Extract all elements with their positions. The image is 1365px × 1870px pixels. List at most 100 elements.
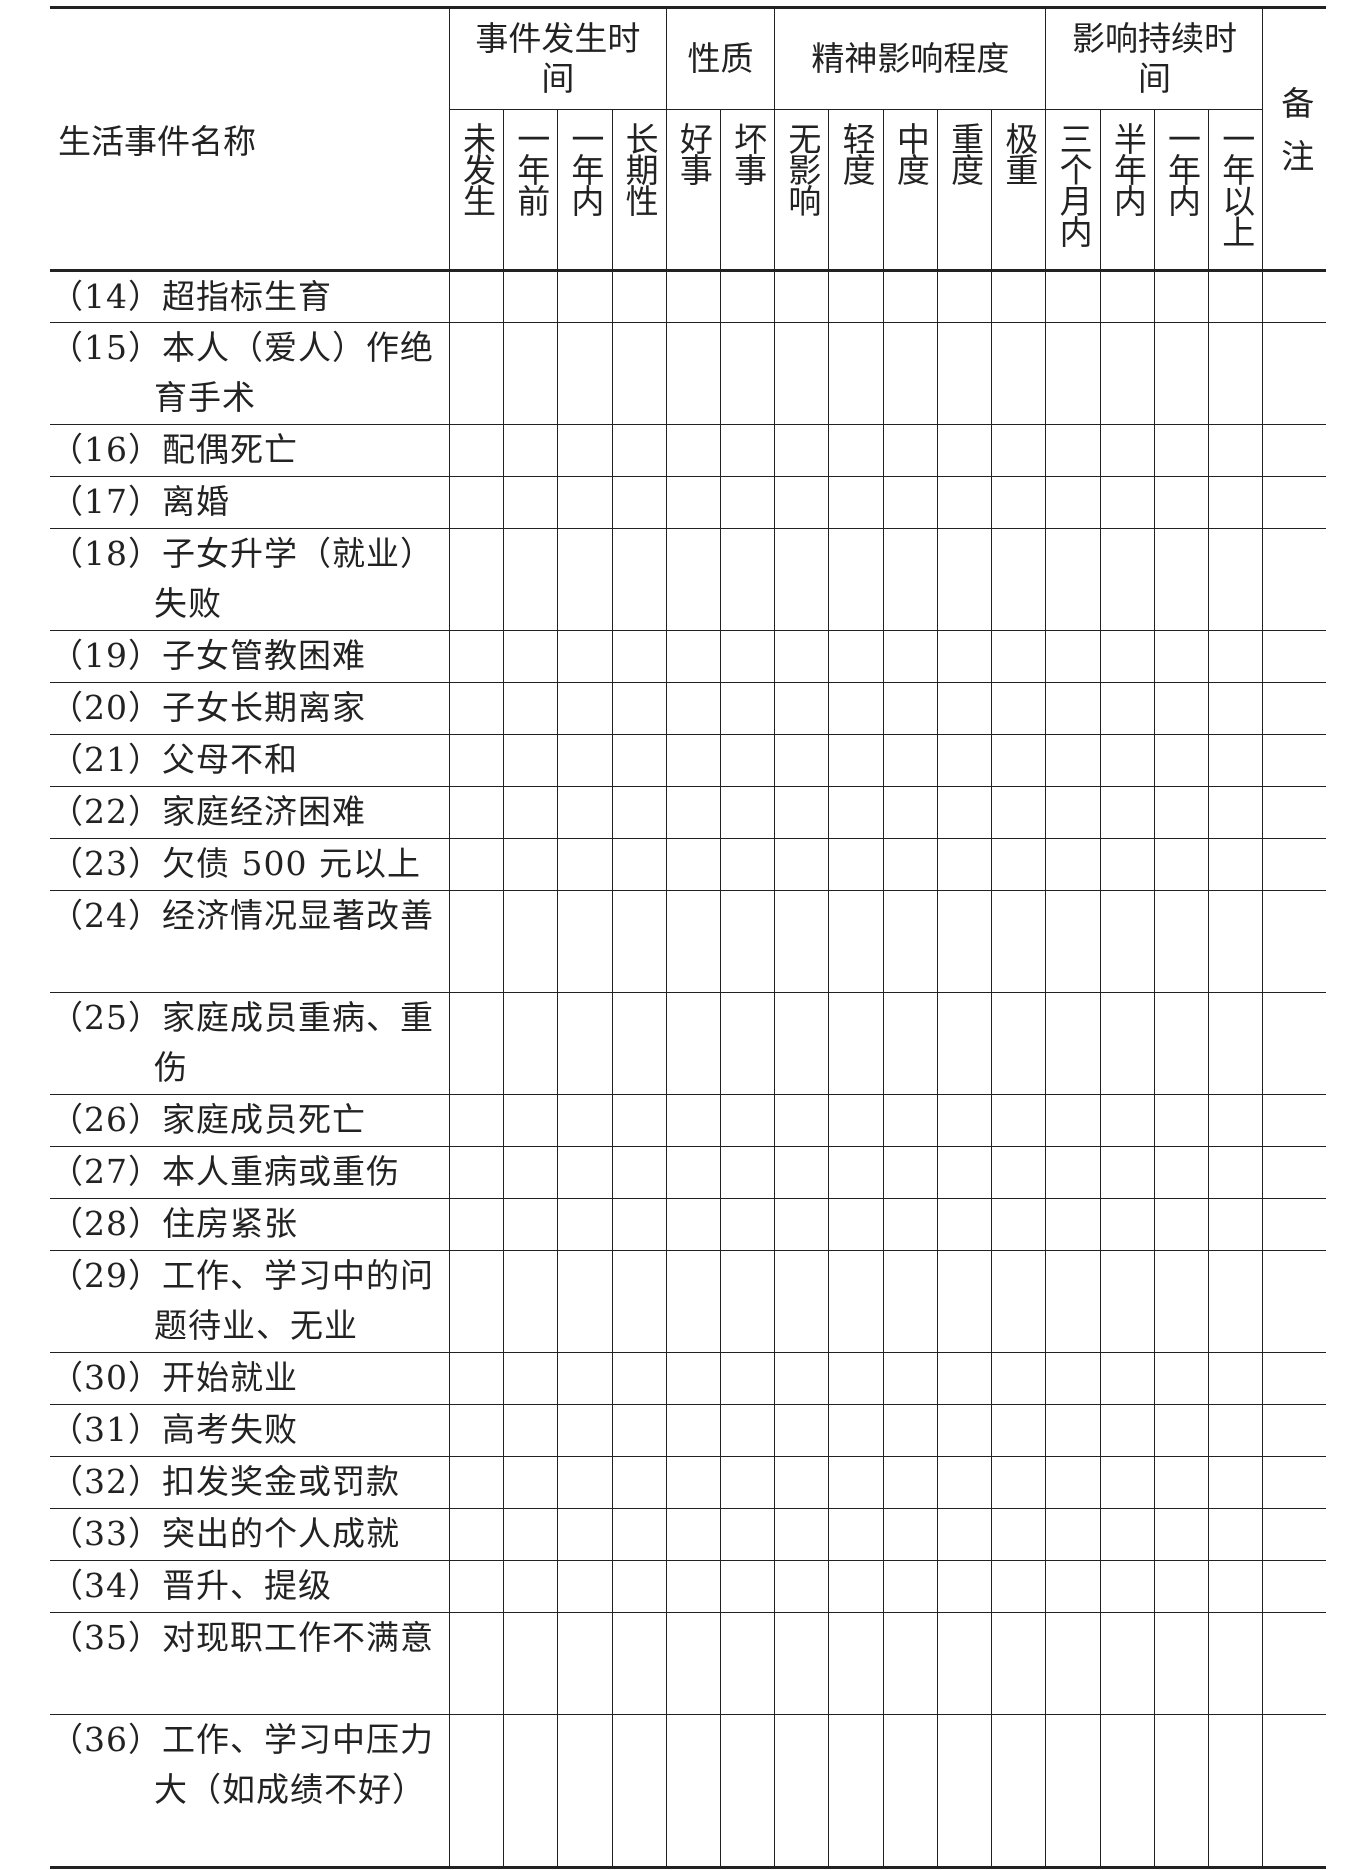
empty-cell bbox=[774, 270, 830, 323]
empty-cell bbox=[774, 682, 830, 735]
empty-cell bbox=[774, 890, 830, 993]
empty-cell bbox=[557, 1198, 613, 1251]
empty-cell bbox=[448, 424, 505, 477]
empty-cell bbox=[665, 992, 722, 1095]
empty-cell bbox=[991, 1456, 1047, 1509]
empty-cell bbox=[828, 734, 884, 787]
empty-cell bbox=[991, 1404, 1047, 1457]
empty-cell bbox=[503, 682, 559, 735]
empty-cell bbox=[1099, 1404, 1155, 1457]
empty-cell bbox=[936, 786, 993, 839]
empty-cell bbox=[1153, 734, 1210, 787]
empty-cell bbox=[828, 1612, 884, 1715]
empty-cell bbox=[1045, 1146, 1101, 1199]
empty-cell bbox=[774, 1352, 830, 1405]
empty-cell bbox=[828, 1250, 884, 1353]
empty-cell bbox=[1153, 1508, 1210, 1561]
empty-cell bbox=[936, 528, 993, 631]
table-row: （33）突出的个人成就 bbox=[50, 1508, 1326, 1561]
empty-cell bbox=[665, 682, 722, 735]
empty-cell bbox=[828, 890, 884, 993]
empty-cell bbox=[1153, 270, 1210, 323]
empty-cell bbox=[611, 682, 667, 735]
empty-cell bbox=[936, 1094, 993, 1147]
empty-cell bbox=[665, 1352, 722, 1405]
empty-cell bbox=[503, 1094, 559, 1147]
empty-cell bbox=[991, 1508, 1047, 1561]
empty-cell bbox=[557, 1094, 613, 1147]
empty-cell bbox=[936, 322, 993, 425]
table-row: （23）欠债 500 元以上 bbox=[50, 838, 1326, 891]
empty-cell bbox=[665, 476, 722, 529]
empty-cell bbox=[1099, 992, 1155, 1095]
empty-cell bbox=[1262, 528, 1326, 631]
empty-cell bbox=[828, 1714, 884, 1869]
empty-cell bbox=[991, 1714, 1047, 1869]
empty-cell bbox=[665, 890, 722, 993]
empty-cell bbox=[1153, 1714, 1210, 1869]
empty-cell bbox=[1099, 270, 1155, 323]
sub-header-text: 中度 bbox=[891, 122, 931, 184]
empty-cell bbox=[991, 890, 1047, 993]
empty-cell bbox=[1045, 1094, 1101, 1147]
event-name: （24）经济情况显著改善 bbox=[50, 890, 450, 993]
empty-cell bbox=[1045, 786, 1101, 839]
empty-cell bbox=[503, 322, 559, 425]
empty-cell bbox=[720, 270, 776, 323]
empty-cell bbox=[611, 1404, 667, 1457]
empty-cell bbox=[1153, 1094, 1210, 1147]
empty-cell bbox=[1099, 630, 1155, 683]
table-row: （29）工作、学习中的问题待业、无业 bbox=[50, 1250, 1326, 1353]
empty-cell bbox=[991, 992, 1047, 1095]
empty-cell bbox=[720, 1198, 776, 1251]
empty-cell bbox=[503, 992, 559, 1095]
empty-cell bbox=[665, 1714, 722, 1869]
empty-cell bbox=[503, 1508, 559, 1561]
empty-cell bbox=[936, 1456, 993, 1509]
empty-cell bbox=[611, 630, 667, 683]
group-header: 性质 bbox=[665, 6, 776, 110]
empty-cell bbox=[448, 1352, 505, 1405]
sub-header-text: 长期性 bbox=[620, 122, 660, 215]
empty-cell bbox=[1099, 1352, 1155, 1405]
empty-cell bbox=[1099, 682, 1155, 735]
sub-header-text: 轻度 bbox=[837, 122, 877, 184]
empty-cell bbox=[1153, 1352, 1210, 1405]
event-name: （25）家庭成员重病、重伤 bbox=[50, 992, 450, 1095]
empty-cell bbox=[448, 786, 505, 839]
empty-cell bbox=[936, 1508, 993, 1561]
event-name: （23）欠债 500 元以上 bbox=[50, 838, 450, 891]
table-row: （32）扣发奖金或罚款 bbox=[50, 1456, 1326, 1509]
empty-cell bbox=[1099, 838, 1155, 891]
sub-header: 未发生 bbox=[449, 109, 505, 272]
empty-cell bbox=[503, 1146, 559, 1199]
empty-cell bbox=[1262, 630, 1326, 683]
empty-cell bbox=[611, 1456, 667, 1509]
empty-cell bbox=[448, 838, 505, 891]
empty-cell bbox=[1045, 476, 1101, 529]
empty-cell bbox=[774, 630, 830, 683]
empty-cell bbox=[611, 1094, 667, 1147]
table-row: （36）工作、学习中压力大（如成绩不好） bbox=[50, 1714, 1326, 1869]
empty-cell bbox=[665, 1250, 722, 1353]
event-name: （29）工作、学习中的问题待业、无业 bbox=[50, 1250, 450, 1353]
empty-cell bbox=[1262, 890, 1326, 993]
empty-cell bbox=[1045, 1508, 1101, 1561]
empty-cell bbox=[1045, 1250, 1101, 1353]
event-name: （33）突出的个人成就 bbox=[50, 1508, 450, 1561]
empty-cell bbox=[611, 528, 667, 631]
sub-header: 一年前 bbox=[503, 109, 559, 272]
empty-cell bbox=[1262, 1250, 1326, 1353]
empty-cell bbox=[1099, 1456, 1155, 1509]
empty-cell bbox=[774, 424, 830, 477]
empty-cell bbox=[1262, 1560, 1326, 1613]
empty-cell bbox=[882, 682, 938, 735]
table-row: （25）家庭成员重病、重伤 bbox=[50, 992, 1326, 1095]
empty-cell bbox=[882, 528, 938, 631]
event-name: （32）扣发奖金或罚款 bbox=[50, 1456, 450, 1509]
empty-cell bbox=[720, 838, 776, 891]
life-events-table: 生活事件名称 事件发生时间 性质 精神影响程度 影响持续时间 备注 未发生 一年前 一年内 长期性… bbox=[50, 6, 1326, 1869]
empty-cell bbox=[448, 322, 505, 425]
group-header: 影响持续时间 bbox=[1045, 6, 1264, 110]
empty-cell bbox=[1208, 786, 1264, 839]
